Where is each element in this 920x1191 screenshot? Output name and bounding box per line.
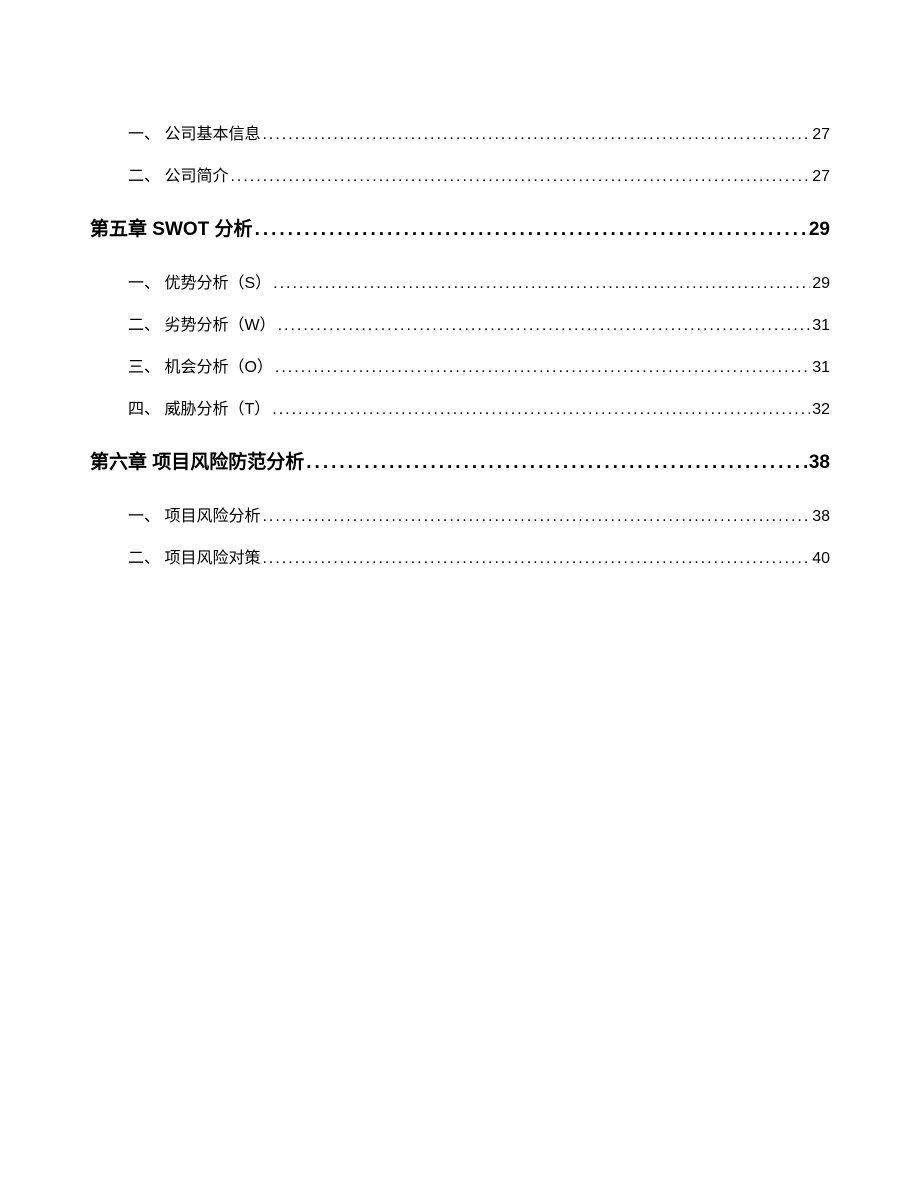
toc-sub-entry: 一、 公司基本信息 27: [90, 120, 830, 144]
toc-chapter-entry: 第六章 项目风险防范分析 38: [90, 447, 830, 474]
toc-dot-leader: [278, 317, 811, 335]
toc-entry-label: 四、 威胁分析（T）: [128, 395, 270, 419]
toc-entry-page: 38: [809, 452, 830, 474]
toc-entry-label: 一、 公司基本信息: [128, 120, 260, 144]
toc-sub-entry: 二、 劣势分析（W） 31: [90, 311, 830, 335]
toc-entry-page: 27: [812, 126, 830, 144]
toc-entry-page: 32: [812, 401, 830, 419]
toc-entry-label: 二、 项目风险对策: [128, 544, 260, 568]
toc-dot-leader: [230, 168, 810, 186]
toc-sub-entry: 一、 优势分析（S） 29: [90, 269, 830, 293]
toc-entry-label: 二、 劣势分析（W）: [128, 311, 276, 335]
toc-entry-page: 29: [809, 219, 830, 241]
toc-entry-page: 29: [812, 275, 830, 293]
toc-sub-entry: 二、 公司简介 27: [90, 162, 830, 186]
toc-entry-label: 二、 公司简介: [128, 162, 228, 186]
toc-dot-leader: [262, 508, 810, 526]
toc-entry-label: 一、 优势分析（S）: [128, 269, 271, 293]
toc-entry-page: 31: [812, 359, 830, 377]
toc-dot-leader: [262, 126, 810, 144]
toc-dot-leader: [255, 219, 807, 241]
toc-dot-leader: [306, 452, 807, 474]
toc-entry-page: 31: [812, 317, 830, 335]
toc-sub-entry: 二、 项目风险对策 40: [90, 544, 830, 568]
toc-sub-entry: 三、 机会分析（O） 31: [90, 353, 830, 377]
toc-entry-label: 第五章 SWOT 分析: [90, 214, 253, 241]
toc-dot-leader: [275, 359, 810, 377]
toc-container: 一、 公司基本信息27二、 公司简介27第五章 SWOT 分析 29一、 优势分…: [90, 120, 830, 568]
toc-entry-page: 38: [812, 508, 830, 526]
toc-dot-leader: [272, 401, 810, 419]
toc-entry-label: 第六章 项目风险防范分析: [90, 447, 304, 474]
toc-sub-entry: 四、 威胁分析（T） 32: [90, 395, 830, 419]
toc-dot-leader: [273, 275, 810, 293]
toc-sub-entry: 一、 项目风险分析 38: [90, 502, 830, 526]
toc-entry-label: 三、 机会分析（O）: [128, 353, 273, 377]
toc-chapter-entry: 第五章 SWOT 分析 29: [90, 214, 830, 241]
toc-dot-leader: [262, 550, 810, 568]
toc-entry-page: 27: [812, 168, 830, 186]
toc-entry-label: 一、 项目风险分析: [128, 502, 260, 526]
toc-entry-page: 40: [812, 550, 830, 568]
